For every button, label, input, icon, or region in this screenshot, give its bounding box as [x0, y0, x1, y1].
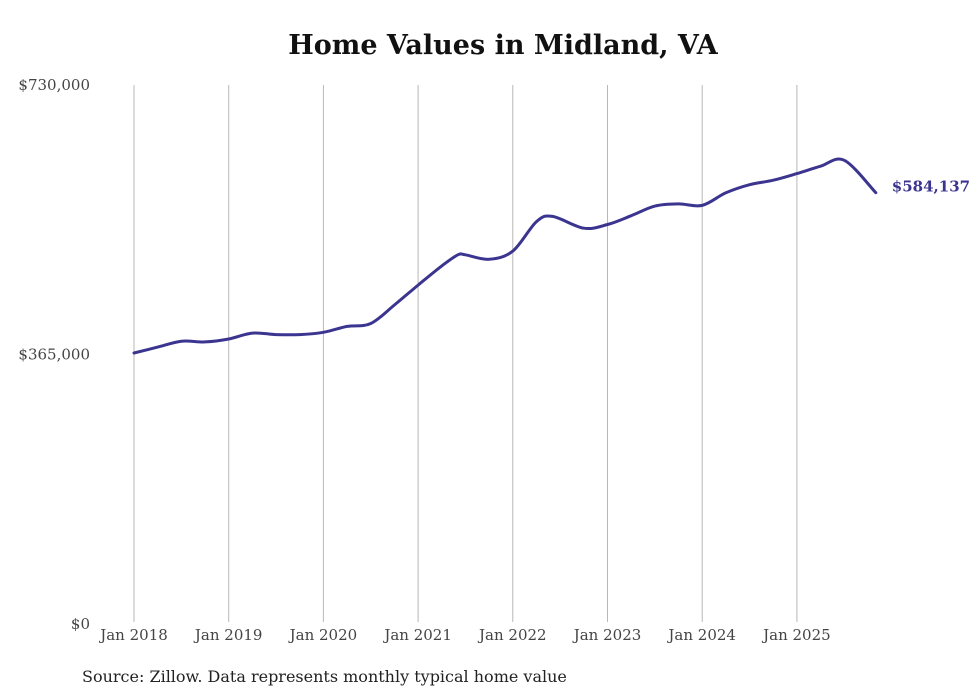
- source-note: Source: Zillow. Data represents monthly …: [82, 667, 567, 686]
- vertical-gridlines: [133, 85, 798, 622]
- x-tick-label: Jan 2020: [288, 626, 358, 644]
- y-tick-label: $365,000: [18, 346, 90, 364]
- x-tick-label: Jan 2024: [666, 626, 736, 644]
- x-tick-label: Jan 2023: [572, 626, 642, 644]
- x-tick-label: Jan 2018: [98, 626, 168, 644]
- x-tick-label: Jan 2025: [761, 626, 831, 644]
- x-axis-tick-labels: Jan 2018 Jan 2019 Jan 2020 Jan 2021 Jan 2022…: [98, 626, 830, 644]
- y-tick-label: $0: [71, 615, 90, 633]
- x-tick-label: Jan 2019: [193, 626, 263, 644]
- chart-title: Home Values in Midland, VA: [288, 30, 718, 61]
- x-tick-label: Jan 2022: [477, 626, 547, 644]
- series-line-home-value: [132, 157, 878, 355]
- end-value-label: $584,137: [892, 178, 970, 196]
- y-axis-tick-labels: $730,000 $365,000 $0: [18, 76, 90, 633]
- line-chart: Jan 2018 Jan 2019 Jan 2020 Jan 2021 Jan 2022…: [18, 76, 970, 644]
- y-tick-label: $730,000: [18, 76, 90, 94]
- x-tick-label: Jan 2021: [382, 626, 452, 644]
